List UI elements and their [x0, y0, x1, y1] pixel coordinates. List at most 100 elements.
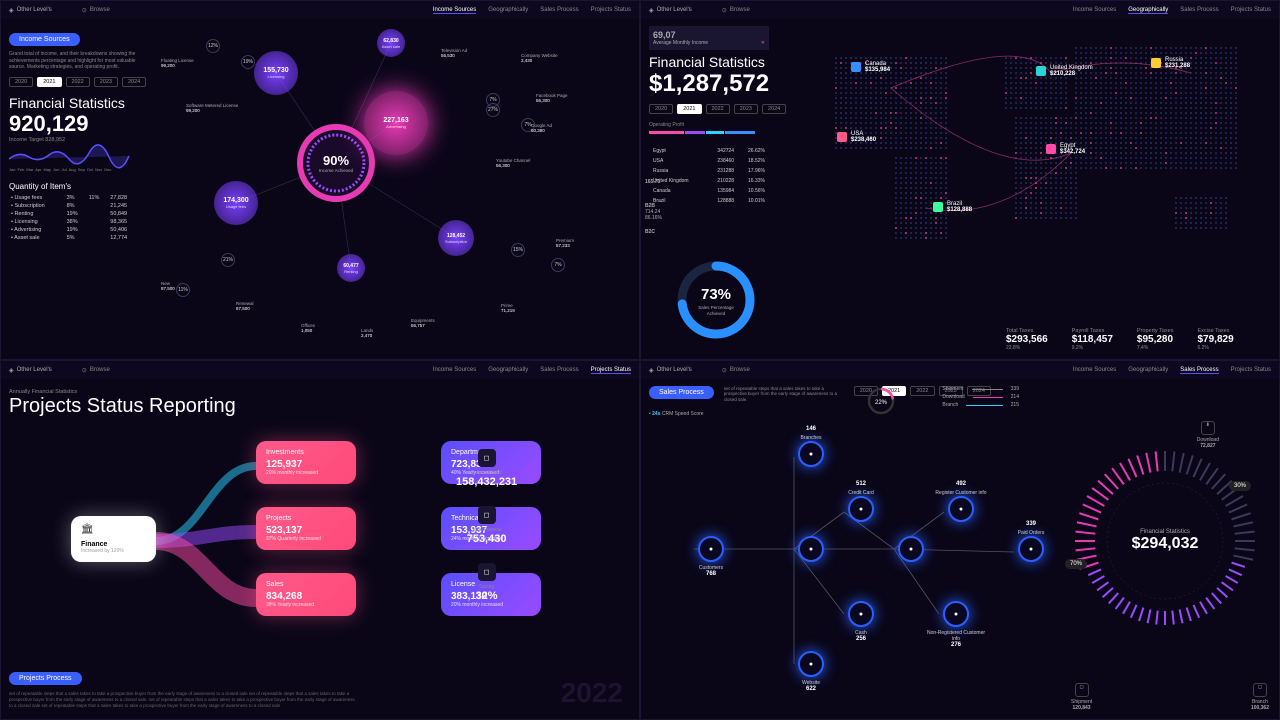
panel-desc: Grand total of income, and their breakdo…: [9, 51, 139, 71]
download-top: ⬇ Download72,827: [1197, 421, 1219, 449]
stats-target: Income Target 828,952: [9, 137, 139, 143]
nav-income-sources[interactable]: Income Sources: [433, 367, 476, 374]
nav-geographically[interactable]: Geographically: [1128, 367, 1168, 374]
panel-geographically: ◈ Other Level's ⊙ Browse Income SourcesG…: [640, 0, 1280, 360]
side-label: Offices1,050: [301, 323, 315, 333]
country-usa: USA$238,460: [837, 131, 876, 143]
sales-process-pill[interactable]: Sales Process: [649, 386, 714, 399]
year-2020[interactable]: 2020: [9, 77, 33, 87]
pd-bottom-shipment: ◻Shipment120,843: [1071, 683, 1092, 711]
node-licensing: 155,730Licensing: [254, 51, 298, 95]
side-label: Television Ad56,530: [441, 48, 467, 58]
nav-projects-status[interactable]: Projects Status: [591, 7, 631, 14]
network-chart: 90%Income Achieved227,163Advertising155,…: [141, 23, 631, 351]
sales-network: 146Branches●512Credit Card●492Register C…: [651, 426, 1051, 706]
svg-text:73%: 73%: [701, 286, 731, 303]
side-label: Lands2,470: [361, 328, 373, 338]
year-2022[interactable]: 2022: [66, 77, 90, 87]
node-renting: 60,477Renting: [337, 254, 365, 282]
fs-title: Financial Statistics: [649, 54, 769, 70]
nav-projects-status[interactable]: Projects Status: [591, 367, 631, 374]
nav-projects-status[interactable]: Projects Status: [1231, 7, 1271, 14]
side-label: New87,500: [161, 281, 175, 291]
sankey-investments: Investments125,93720% monthly increased: [256, 441, 356, 484]
sankey-projects: Projects523,13737% Quarterly increased: [256, 507, 356, 550]
income-sources-pill[interactable]: Income Sources: [9, 33, 80, 46]
radial-chart: Financial Statistics $294,032 30% 70%: [1065, 441, 1265, 641]
year-2023[interactable]: 2023: [94, 77, 118, 87]
footer-total-taxes: Total Taxes$293,56622.8%: [1006, 328, 1048, 351]
ring-label: 11%: [176, 283, 190, 297]
node-subscription: 128,452Subscription: [438, 220, 474, 256]
nav-sales-process[interactable]: Sales Process: [540, 7, 578, 14]
year-2020[interactable]: 2020: [649, 104, 673, 114]
country-russia: Russia$231,288: [1151, 57, 1190, 69]
year-2022[interactable]: 2022: [910, 386, 934, 396]
year-2024[interactable]: 2024: [762, 104, 786, 114]
year-2023[interactable]: 2023: [734, 104, 758, 114]
projects-process-pill[interactable]: Projects Process: [9, 672, 82, 685]
brand: ◈ Other Level's: [9, 7, 52, 14]
footer-property-taxes: Property Taxes$95,2807.4%: [1137, 328, 1174, 351]
nav-income-sources[interactable]: Income Sources: [1073, 367, 1116, 374]
avg-box: 69,07Average Monthly Income✕: [649, 26, 769, 50]
nav-income-sources[interactable]: Income Sources: [433, 7, 476, 14]
year-watermark: 2022: [561, 677, 623, 709]
node-asset sale: 62,830Asset sale: [377, 29, 405, 57]
year-2021[interactable]: 2021: [37, 77, 61, 87]
side-label: Youtube Channel56,300: [496, 158, 530, 168]
ring-label: 21%: [221, 253, 235, 267]
sparkline: [9, 147, 129, 165]
pd-node: ●Website622: [781, 651, 841, 692]
svg-text:Sales Percentage: Sales Percentage: [698, 305, 734, 310]
nav-geographically[interactable]: Geographically: [488, 367, 528, 374]
sales-donut: 73% Sales Percentage Achieved: [671, 255, 761, 347]
nav-income-sources[interactable]: Income Sources: [1073, 7, 1116, 14]
svg-text:Achieved: Achieved: [707, 311, 726, 316]
footer-payroll-taxes: Payroll Taxes$118,4579.2%: [1072, 328, 1113, 351]
nav-geographically[interactable]: Geographically: [488, 7, 528, 14]
side-label: Facebook Page56,300: [536, 93, 568, 103]
center-gauge: 90%Income Achieved: [298, 125, 374, 201]
stats-title: Financial Statistics: [9, 95, 139, 111]
side-label: Floating License99,200: [161, 58, 194, 68]
qty-table: • Usage fees3%11%27,828• Subscription8%2…: [9, 194, 139, 242]
year-2022[interactable]: 2022: [706, 104, 730, 114]
svg-text:22%: 22%: [875, 400, 888, 406]
stats-value: 920,129: [9, 111, 139, 137]
ring-label: 15%: [511, 243, 525, 257]
nav-sales-process[interactable]: Sales Process: [1180, 367, 1218, 374]
ring-label: 12%: [206, 39, 220, 53]
qty-title: Quantity of Item's: [9, 182, 139, 191]
radial-pct-2: 70%: [1065, 559, 1087, 569]
nav-sales-process[interactable]: Sales Process: [1180, 7, 1218, 14]
year-2021[interactable]: 2021: [677, 104, 701, 114]
pd-node: ●Non-Registered Customer info276: [926, 601, 986, 648]
node-usage fees: 174,300Usage fees: [214, 181, 258, 225]
side-val: 165.71: [645, 179, 660, 185]
pd-node: 339Paid Orders●: [1001, 521, 1061, 562]
country-egypt: Egypt$342,724: [1046, 143, 1085, 155]
ring-label: 7%: [551, 258, 565, 272]
stat-current-status: ◻Current Status158,432,231: [456, 449, 517, 488]
radial-pct-1: 30%: [1229, 481, 1251, 491]
pc-title: Projects Status Reporting: [9, 395, 236, 418]
pd-node: ●: [781, 536, 841, 562]
pd-node: 512Credit Card●: [831, 481, 891, 522]
panel-sales-process: ◈ Other Level's ⊙ Browse Income SourcesG…: [640, 360, 1280, 720]
nav-projects-status[interactable]: Projects Status: [1231, 367, 1271, 374]
side-label: Premium57,233: [556, 238, 574, 248]
side-label: Prime71,219: [501, 303, 515, 313]
nav-sales-process[interactable]: Sales Process: [540, 367, 578, 374]
side-label: Google Ad50,380: [531, 123, 552, 133]
nav-geographically[interactable]: Geographically: [1128, 7, 1168, 14]
pd-bottom-branch: ◻Branch100,362: [1251, 683, 1269, 711]
pd-node: ●: [881, 536, 941, 562]
footer-excise-taxes: Excise Taxes$79,8296.2%: [1197, 328, 1233, 351]
side-label: Equipments56,757: [411, 318, 435, 328]
country-united-kingdom: United Kingdom$210,228: [1036, 65, 1093, 77]
browse-link[interactable]: ⊙ Browse: [82, 7, 110, 14]
side-label: Company Website2,430: [521, 53, 558, 63]
country-brazil: Brazil$128,888: [933, 201, 972, 213]
side-label: Renewal87,500: [236, 301, 254, 311]
